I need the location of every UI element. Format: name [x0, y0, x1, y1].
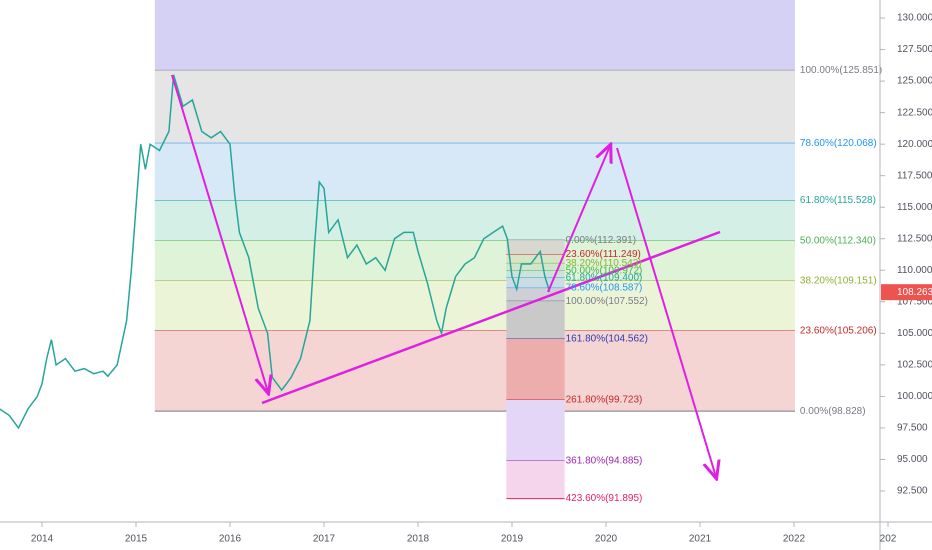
x-tick-label: 2017	[313, 534, 336, 545]
y-tick-label: 112.500	[897, 233, 932, 244]
y-tick-label: 105.000	[897, 328, 932, 339]
fib-band	[154, 240, 795, 281]
y-tick-label: 95.000	[897, 454, 928, 465]
fib-label: 38.20%(110.543)	[566, 258, 642, 269]
fib-label: 50.00%(112.340)	[800, 235, 876, 246]
fib-label: 78.60%(108.587)	[566, 283, 643, 294]
fib-label: 161.80%(104.562)	[566, 333, 648, 344]
y-tick-label: 102.500	[897, 359, 932, 370]
fib-label: 23.60%(105.206)	[800, 325, 877, 336]
y-tick-label: 110.000	[897, 265, 932, 276]
arrow	[616, 147, 716, 477]
fib-band	[154, 70, 795, 144]
fib-band	[506, 399, 565, 461]
trend-line	[261, 230, 721, 405]
x-tick-label: 2015	[125, 534, 148, 545]
fib-label: 100.00%(107.552)	[566, 296, 648, 307]
arrow	[171, 74, 268, 392]
y-tick-label: 122.500	[897, 107, 932, 118]
x-tick-label: 2016	[219, 534, 242, 545]
fib-label: 100.00%(125.851)	[800, 65, 882, 76]
x-tick-label: 2022	[783, 534, 806, 545]
fib-band	[506, 460, 565, 499]
fib-label: 361.80%(94.885)	[566, 456, 643, 467]
x-tick-label: 2018	[407, 534, 430, 545]
fib-band	[506, 263, 565, 271]
fib-band	[506, 277, 565, 289]
fib-label: 423.60%(91.895)	[566, 493, 643, 504]
x-tick-label: 2014	[31, 534, 54, 545]
x-tick-label: 2019	[501, 534, 524, 545]
last-price-label: 108.263	[897, 287, 932, 298]
x-tick-label: 202	[880, 534, 897, 545]
fib-label: 78.60%(120.068)	[800, 138, 877, 149]
fib-band	[506, 288, 565, 302]
fib-label: 50.00%(109.972)	[566, 265, 643, 276]
fib-band	[154, 330, 795, 412]
fib-band	[506, 270, 565, 278]
y-tick-label: 97.500	[897, 423, 928, 434]
fib-band	[506, 301, 565, 339]
fib-band	[154, 143, 795, 201]
y-tick-label: 127.500	[897, 44, 932, 55]
fib-band	[506, 254, 565, 264]
fib-band	[506, 240, 565, 255]
y-tick-label: 92.500	[897, 486, 928, 497]
fib-label: 23.60%(111.249)	[566, 249, 641, 260]
fib-band	[506, 338, 565, 400]
y-tick-label: 117.500	[897, 170, 932, 181]
y-tick-label: 115.000	[897, 202, 932, 213]
y-tick-label: 107.500	[897, 296, 932, 307]
fib-label: 261.80%(99.723)	[566, 395, 643, 406]
y-tick-label: 125.000	[897, 76, 932, 87]
y-tick-label: 130.000	[897, 13, 932, 24]
x-tick-label: 2020	[595, 534, 618, 545]
fib-band	[154, 0, 795, 71]
arrow	[547, 146, 610, 293]
y-tick-label: 100.000	[897, 391, 932, 402]
x-tick-label: 2021	[689, 534, 712, 545]
fib-label: 61.80%(109.400)	[566, 272, 643, 283]
fib-label: 38.20%(109.151)	[800, 276, 877, 287]
fib-label: 0.00%(112.391)	[566, 235, 636, 246]
y-tick-label: 120.000	[897, 139, 932, 150]
last-price-box	[881, 284, 932, 301]
fib-label: 0.00%(98.828)	[800, 406, 866, 417]
fib-band	[154, 200, 795, 241]
annotations: 100.00%(125.851) 78.60%(120.068) 61.80%(11…	[171, 65, 882, 504]
fib-label: 61.80%(115.528)	[800, 195, 876, 206]
fib-bands	[154, 0, 795, 500]
